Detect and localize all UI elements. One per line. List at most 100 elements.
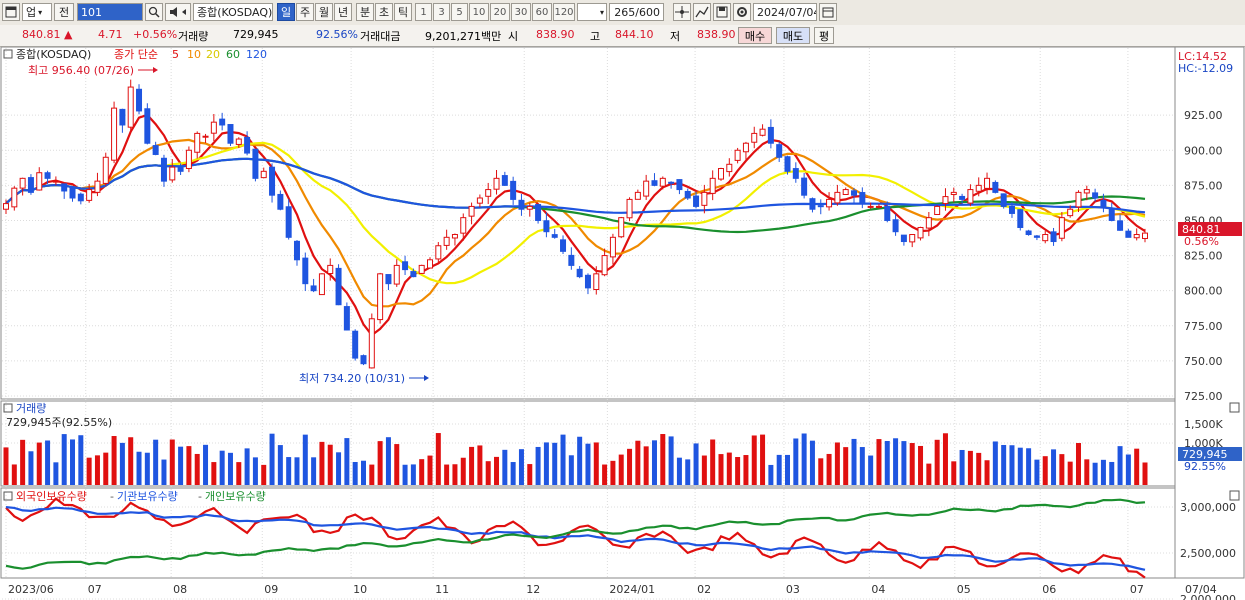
period-year-button[interactable]: 년 (334, 3, 352, 21)
volume-bar (435, 433, 441, 485)
period-week-button[interactable]: 주 (296, 3, 314, 21)
volume-bar (1034, 459, 1040, 485)
draw-tool-icon[interactable] (693, 3, 711, 21)
search-icon-glyph (148, 6, 160, 18)
candle-body (776, 144, 783, 158)
volume-bar (477, 445, 483, 485)
volume-bar (543, 442, 549, 485)
candle-body (601, 255, 608, 276)
volume-bar (327, 444, 333, 485)
volume-bar (951, 461, 957, 485)
candle-body (86, 189, 93, 201)
volume-bar (144, 452, 150, 485)
volume-bar (1075, 443, 1081, 485)
candle-body (1000, 193, 1007, 207)
max-arrow-icon (153, 67, 158, 73)
candle-body (427, 259, 434, 269)
volume-bar (111, 436, 117, 485)
period-minute-button[interactable]: 분 (356, 3, 374, 21)
volume-bar (28, 451, 34, 485)
speaker-icon[interactable] (165, 3, 191, 21)
interval-custom-input[interactable]: ▾ (577, 3, 607, 21)
price-panel[interactable] (0, 46, 1176, 400)
period-second-button[interactable]: 초 (375, 3, 393, 21)
interval-60-button[interactable]: 60 (532, 3, 552, 21)
institution-holdings-line (5, 506, 1146, 571)
volume-bar (360, 460, 366, 485)
candle-body (560, 239, 567, 252)
volume-current-tag (1178, 447, 1242, 461)
volume-bar (959, 449, 965, 485)
volume-bar (269, 433, 275, 485)
candle-body (160, 157, 167, 182)
holdings-toggle-icon[interactable] (3, 491, 13, 501)
interval-30-button[interactable]: 30 (511, 3, 531, 21)
candle-body (451, 234, 458, 239)
calendar-icon-glyph (822, 7, 834, 18)
volume-panel-close-button[interactable] (1229, 402, 1240, 413)
volume-bar (527, 464, 533, 485)
volume-value: 729,945 (233, 28, 279, 41)
date-input[interactable]: 2024/07/04 (753, 3, 817, 21)
prev-button[interactable]: 전 (54, 3, 74, 21)
period-month-button[interactable]: 월 (315, 3, 333, 21)
candle-body (1117, 220, 1124, 231)
save-icon[interactable] (713, 3, 731, 21)
code-input[interactable]: 101 (77, 3, 143, 21)
count-input[interactable]: 265/600 (609, 3, 664, 21)
interval-10-button[interactable]: 10 (469, 3, 489, 21)
search-icon[interactable] (145, 3, 163, 21)
gear-icon[interactable] (733, 3, 751, 21)
volume-bar (194, 453, 200, 485)
volume-bar (502, 449, 508, 485)
market-select[interactable]: 업 ▾ (22, 3, 52, 21)
period-day-button[interactable]: 일 (277, 3, 295, 21)
volume-bar (469, 446, 475, 485)
candle-body (875, 205, 882, 208)
max-price-label: 최고 956.40 (07/26) (28, 64, 134, 77)
current-price: 840.81 (22, 28, 61, 41)
interval-120-button[interactable]: 120 (553, 3, 575, 21)
window-icon[interactable] (2, 3, 20, 21)
current-pct-label: 0.56% (1184, 235, 1219, 248)
index-name-field[interactable]: 종합(KOSDAQ) (193, 3, 273, 21)
volume-toggle-icon[interactable] (3, 403, 13, 413)
chart-area[interactable]: 925.00900.00875.00850.00825.00800.00775.… (0, 46, 1245, 600)
candle-body (377, 273, 384, 321)
buy-button[interactable]: 매수 (738, 27, 772, 44)
interval-5-button[interactable]: 5 (451, 3, 468, 21)
holdings-panel-close-button[interactable] (1229, 490, 1240, 501)
calendar-icon[interactable] (819, 3, 837, 21)
volume-bar (1134, 448, 1140, 485)
interval-1-button[interactable]: 1 (415, 3, 432, 21)
candle-body (859, 192, 866, 205)
candle-body (684, 190, 691, 199)
candle-body (576, 268, 583, 278)
panel-toggle-icon[interactable] (3, 49, 13, 59)
volume-bar (261, 464, 267, 485)
volume-bar (78, 435, 84, 485)
x-tick-label: 02 (697, 583, 711, 596)
volume-bar (485, 461, 491, 485)
interval-20-button[interactable]: 20 (490, 3, 510, 21)
volume-bar (103, 452, 109, 485)
interval-3-button[interactable]: 3 (433, 3, 450, 21)
period-tick-button[interactable]: 틱 (394, 3, 412, 21)
volume-current-pct: 92.55% (1184, 460, 1226, 473)
volume-bar (1109, 461, 1115, 485)
volume-bar (577, 436, 583, 485)
candle-body (967, 189, 974, 204)
sell-button[interactable]: 매도 (776, 27, 810, 44)
average-button[interactable]: 평 (814, 27, 834, 44)
volume-bar (976, 452, 982, 485)
volume-bar (760, 434, 766, 485)
crosshair-icon[interactable] (673, 3, 691, 21)
holdings-tick-label: 2,500,000 (1180, 547, 1236, 560)
volume-bar (918, 445, 924, 485)
candle-body (1067, 208, 1074, 217)
x-tick-label: 11 (435, 583, 449, 596)
candle-body (709, 177, 716, 194)
candle-body (460, 217, 467, 234)
ma-5-label: 5 (172, 48, 179, 61)
candle-body (609, 236, 616, 258)
